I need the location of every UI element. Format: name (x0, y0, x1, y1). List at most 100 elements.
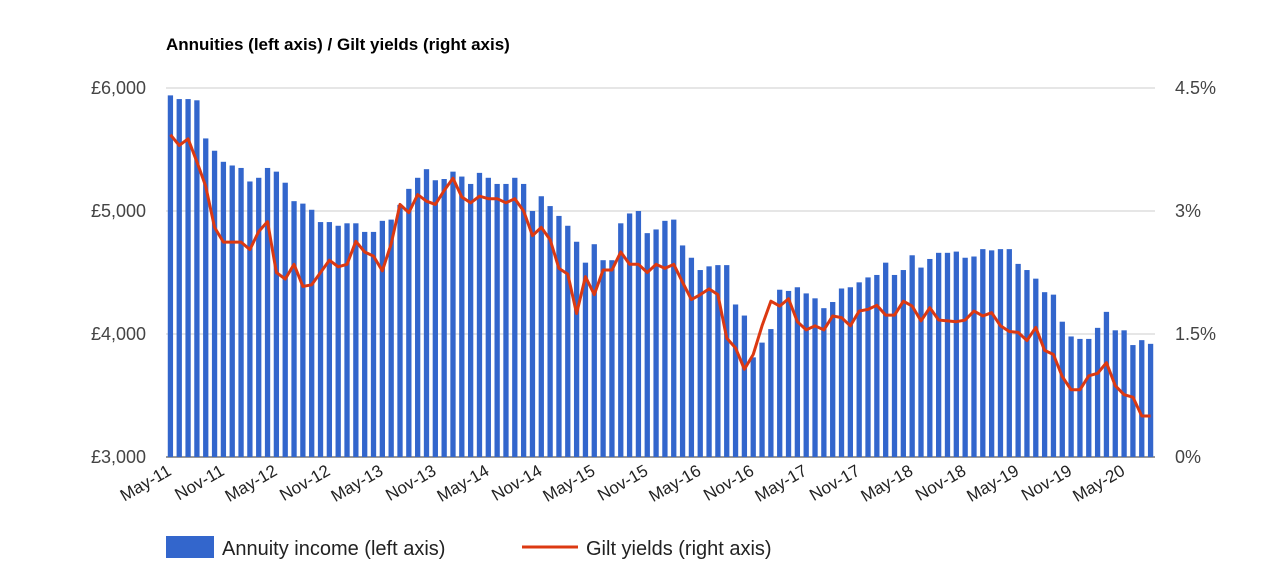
x-tick-label: Nov-17 (806, 461, 863, 505)
bar (256, 177, 262, 458)
bar (644, 233, 650, 457)
line-series (169, 133, 1151, 418)
bar (547, 206, 553, 457)
bar (459, 176, 465, 457)
bar (671, 219, 677, 457)
bar (467, 183, 474, 457)
right-tick-label: 3% (1175, 201, 1201, 221)
bar (785, 290, 792, 457)
x-tick-label: May-16 (646, 461, 705, 506)
bar (432, 180, 438, 457)
bar (856, 282, 862, 457)
bar (847, 287, 854, 457)
bar (362, 231, 368, 457)
bar (635, 211, 642, 457)
bar (520, 183, 527, 457)
bar (229, 165, 235, 458)
bar (211, 150, 218, 458)
x-tick-label: Nov-12 (276, 461, 333, 505)
bar (794, 287, 801, 457)
x-tick-label: Nov-19 (1018, 461, 1075, 505)
bar (476, 172, 483, 457)
x-tick-label: May-18 (858, 461, 917, 506)
bar (1147, 343, 1154, 457)
bar (618, 223, 624, 457)
bar (988, 250, 995, 457)
left-tick-label: £3,000 (91, 447, 146, 467)
x-tick-label: Nov-14 (488, 461, 545, 505)
bar (503, 183, 509, 457)
right-axis-ticks: 0% 1.5% 3% 4.5% (1175, 78, 1216, 467)
bar (291, 201, 297, 457)
bar (1033, 278, 1039, 457)
bar (706, 266, 712, 457)
bar (344, 223, 350, 457)
bar (573, 241, 580, 457)
bar (1103, 311, 1110, 457)
bar (450, 171, 456, 457)
bar (388, 219, 394, 457)
chart-title: Annuities (left axis) / Gilt yields (rig… (166, 35, 510, 54)
bar (238, 167, 244, 457)
bar (1015, 263, 1021, 457)
bar (980, 249, 986, 457)
bar (1086, 338, 1092, 457)
bar (1094, 327, 1101, 457)
bar (759, 342, 765, 457)
bar (423, 169, 430, 457)
bar (300, 203, 306, 457)
x-tick-label: May-12 (222, 461, 281, 506)
x-tick-label: May-11 (117, 461, 175, 505)
bar (821, 308, 827, 457)
bar (538, 196, 544, 458)
bar (688, 257, 695, 457)
bar (379, 220, 385, 457)
bar (653, 229, 659, 457)
bar (494, 183, 500, 457)
bar (1024, 270, 1030, 457)
bar (732, 304, 739, 457)
bar (512, 177, 518, 458)
legend: Annuity income (left axis) Gilt yields (… (166, 536, 772, 560)
bar (944, 252, 951, 457)
bar (335, 225, 341, 457)
bar (353, 223, 359, 457)
bar (485, 177, 491, 458)
bar (176, 99, 182, 457)
left-tick-label: £5,000 (91, 201, 146, 221)
bar (441, 179, 447, 457)
x-tick-label: May-14 (434, 461, 493, 506)
x-tick-label: Nov-16 (700, 461, 757, 505)
bar (697, 270, 703, 457)
bar (865, 277, 871, 457)
legend-bar-swatch (166, 536, 214, 558)
bar (582, 262, 589, 457)
bar (406, 188, 412, 458)
left-tick-label: £6,000 (91, 78, 146, 98)
x-tick-label: Nov-18 (912, 461, 969, 505)
bar-series (167, 95, 1154, 458)
bar (997, 249, 1004, 457)
x-tick-label: May-19 (964, 461, 1023, 506)
bar (600, 260, 606, 457)
bar (220, 161, 227, 458)
bar (370, 231, 377, 457)
bar (662, 220, 668, 457)
bar (194, 100, 200, 458)
bar (741, 315, 748, 457)
bar (768, 329, 774, 457)
bar (891, 274, 898, 457)
bar (1077, 338, 1083, 457)
bar (203, 138, 209, 457)
bar (317, 222, 324, 457)
bar (282, 182, 288, 457)
bar (415, 177, 421, 458)
legend-bar-label: Annuity income (left axis) (222, 538, 445, 560)
right-tick-label: 4.5% (1175, 78, 1216, 98)
right-tick-label: 1.5% (1175, 324, 1216, 344)
bar (609, 260, 615, 457)
left-axis-ticks: £3,000 £4,000 £5,000 £6,000 (91, 78, 146, 467)
bar (936, 252, 942, 457)
bar (971, 256, 977, 457)
bar (777, 289, 783, 457)
